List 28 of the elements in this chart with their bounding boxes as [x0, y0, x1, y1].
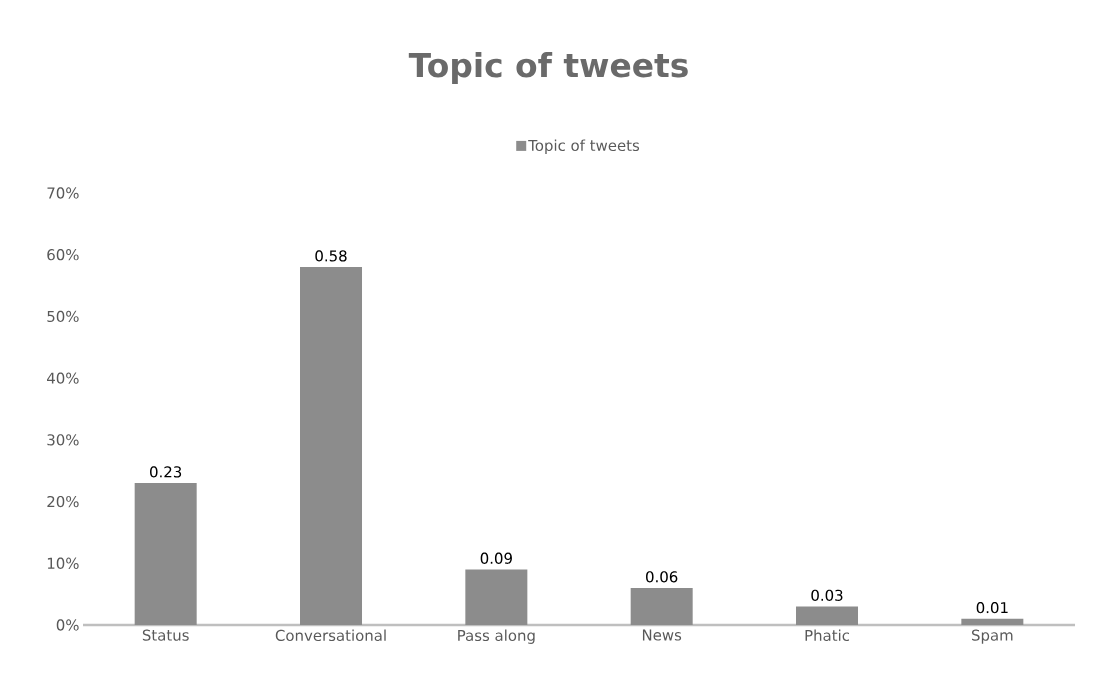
bar — [630, 587, 693, 625]
data-label: 0.03 — [811, 589, 843, 601]
x-tick-label: Pass along — [458, 629, 535, 644]
bar — [796, 606, 859, 625]
legend-label: Topic of tweets — [528, 139, 640, 154]
y-tick-label: 70% — [47, 187, 79, 199]
x-tick-label: Conversational — [275, 629, 386, 642]
data-label: 0.01 — [976, 601, 1008, 614]
x-tick-label: Phatic — [805, 629, 850, 642]
x-tick-label: Status — [142, 629, 189, 641]
y-tick-label: 60% — [47, 249, 79, 261]
y-tick-label: 50% — [47, 310, 79, 323]
y-tick-label: 40% — [47, 372, 79, 384]
data-label: 0.09 — [480, 552, 512, 564]
bar — [961, 618, 1024, 625]
x-tick-label: Spam — [971, 629, 1013, 644]
bar — [300, 267, 363, 625]
x-tick-label: News — [642, 629, 682, 641]
data-label: 0.06 — [646, 571, 678, 583]
data-label: 0.23 — [150, 466, 182, 478]
y-tick-label: 0% — [56, 619, 79, 631]
bar — [134, 483, 197, 625]
y-tick-label: 20% — [47, 495, 79, 508]
bar — [465, 569, 528, 625]
y-tick-label: 10% — [47, 557, 79, 569]
data-label: 0.58 — [315, 250, 347, 262]
y-tick-label: 30% — [47, 434, 79, 446]
chart-title: Topic of tweets — [408, 52, 688, 84]
